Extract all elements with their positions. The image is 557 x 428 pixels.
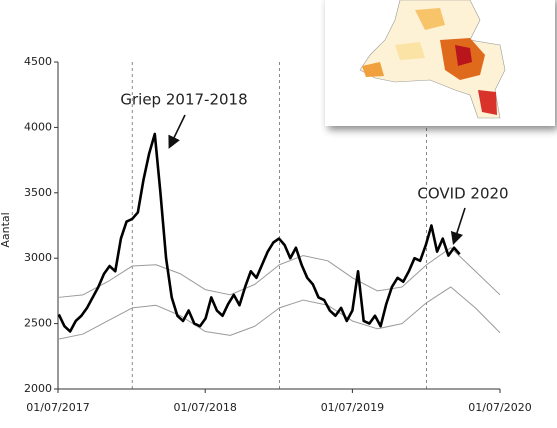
y-tick-label: 4000 [24,120,52,133]
annotation: COVID 2020 [417,185,508,203]
annotation-arrow [450,207,466,246]
x-tick-label: 01/07/2020 [468,401,531,414]
annotation-arrow [168,114,186,149]
map-inset [325,0,555,126]
map-region [415,8,445,30]
map-region [455,45,472,66]
x-tick-label: 01/07/2019 [321,401,384,414]
y-tick-label: 2000 [24,382,52,395]
y-tick-label: 4500 [24,55,52,68]
y-tick-label: 3000 [24,251,52,264]
baseline-band [57,286,501,340]
map-region [395,42,425,60]
map-region [362,62,384,77]
baseline-band [57,247,501,298]
y-tick-label: 2500 [24,317,52,330]
x-tick-label: 01/07/2018 [173,401,236,414]
map-region [478,90,497,115]
x-tick-label: 01/07/2017 [26,401,89,414]
data-line [57,132,461,333]
y-axis-label: Aantal [0,212,12,247]
annotation: Griep 2017-2018 [120,91,247,109]
y-tick-label: 3500 [24,186,52,199]
